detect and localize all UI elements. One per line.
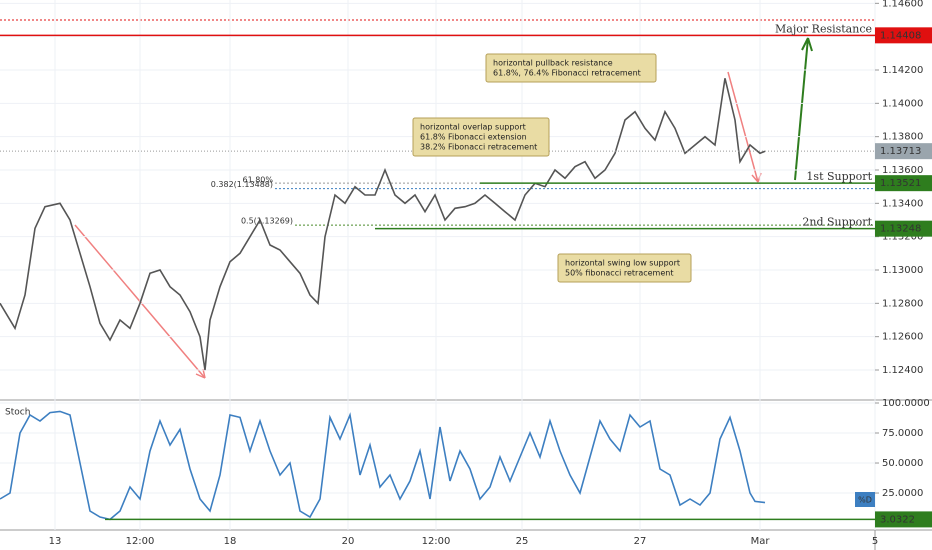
level-value: 1.14408 bbox=[880, 30, 921, 41]
y-tick-label: 1.12800 bbox=[882, 298, 923, 309]
y-tick-label: 1.14600 bbox=[882, 0, 923, 9]
annotation-box bbox=[485, 53, 657, 83]
y-tick-label: 1.12400 bbox=[882, 365, 923, 376]
stoch-level-box bbox=[875, 511, 932, 528]
data-line bbox=[0, 78, 766, 371]
annotation-text: horizontal swing low support bbox=[565, 259, 680, 268]
y-tick-label: 1.12600 bbox=[882, 332, 923, 343]
last-price-value: 1.13713 bbox=[880, 146, 921, 157]
level-value: 1.13521 bbox=[880, 178, 921, 189]
level-name: Major Resistance bbox=[775, 22, 872, 35]
annotation-text: 61.8% Fibonacci extension bbox=[420, 133, 527, 142]
y-tick-label: 1.14000 bbox=[882, 98, 923, 109]
fib-label: 0.382(1.13488) bbox=[211, 180, 273, 189]
level-value-box bbox=[875, 27, 932, 44]
arrow-head bbox=[801, 37, 813, 52]
x-tick-label: 27 bbox=[634, 536, 647, 547]
down-arrow bbox=[727, 71, 759, 183]
x-tick-label: 12:00 bbox=[126, 536, 155, 547]
stoch-title: Stoch bbox=[5, 408, 30, 418]
y-tick-label: 1.13000 bbox=[882, 265, 923, 276]
last-price-box bbox=[875, 143, 932, 160]
fib-label: 0.5(1.13269) bbox=[241, 217, 293, 226]
level-value-box bbox=[875, 175, 932, 192]
y-tick-label: 1.14200 bbox=[882, 65, 923, 76]
annotation-text: 61.8%, 76.4% Fibonacci retracement bbox=[493, 69, 641, 78]
y-tick-label: 1.13400 bbox=[882, 198, 923, 209]
level-value: 1.13248 bbox=[880, 224, 921, 235]
x-tick-label: 5 bbox=[872, 536, 878, 547]
level-name: 2nd Support bbox=[802, 216, 872, 229]
annotation-text: 50% fibonacci retracement bbox=[565, 269, 673, 278]
annotation-box bbox=[412, 117, 550, 157]
y-tick-label: 25.0000 bbox=[882, 488, 923, 499]
level-name: 1st Support bbox=[806, 170, 872, 183]
y-tick-label: 75.0000 bbox=[882, 428, 923, 439]
level-value-box bbox=[875, 220, 932, 237]
x-tick-label: 20 bbox=[342, 536, 355, 547]
data-line bbox=[0, 410, 766, 521]
x-tick-label: 13 bbox=[49, 536, 62, 547]
y-tick-label: 1.13600 bbox=[882, 165, 923, 176]
y-tick-label: 1.13200 bbox=[882, 232, 923, 243]
legend-label: %D bbox=[858, 496, 872, 505]
annotation-box bbox=[557, 253, 692, 283]
fib-label: 61.80% bbox=[242, 176, 273, 185]
x-tick-label: Mar bbox=[751, 536, 771, 547]
x-tick-label: 12:00 bbox=[422, 536, 451, 547]
annotation-text: horizontal pullback resistance bbox=[493, 59, 613, 68]
x-tick-label: 25 bbox=[516, 536, 529, 547]
y-tick-label: 1.13800 bbox=[882, 132, 923, 143]
up-arrow bbox=[794, 37, 809, 181]
y-tick-label: 100.0000 bbox=[882, 398, 930, 409]
annotation-text: horizontal overlap support bbox=[420, 123, 526, 132]
x-tick-label: 18 bbox=[224, 536, 237, 547]
annotation-text: 38.2% Fibonacci retracement bbox=[420, 143, 537, 152]
y-tick-label: 50.0000 bbox=[882, 458, 923, 469]
legend-box bbox=[855, 492, 875, 507]
stoch-level-value: 3.0322 bbox=[880, 514, 915, 525]
